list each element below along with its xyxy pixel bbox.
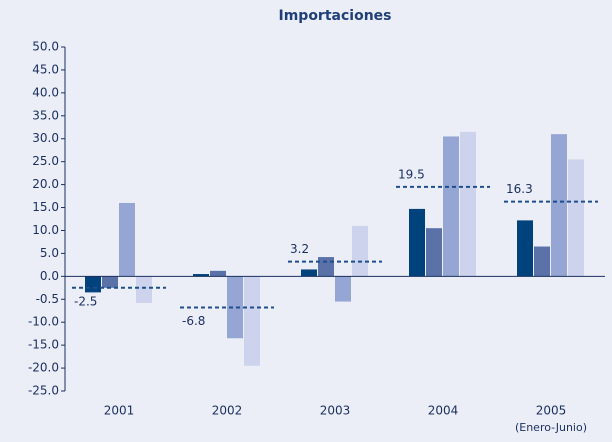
bar [318, 257, 334, 277]
bar [460, 131, 476, 277]
bar [193, 274, 209, 277]
average-label: -2.5 [74, 294, 97, 308]
bar [568, 159, 584, 277]
x-tick-label: 2004 [428, 404, 459, 418]
y-tick-label: -15.0 [28, 338, 59, 352]
average-label: 16.3 [506, 182, 533, 196]
bar [119, 202, 135, 277]
y-tick-label: -25.0 [28, 384, 59, 398]
x-tick-label: 2005 [536, 404, 567, 418]
y-tick-label: 35.0 [32, 108, 59, 122]
y-tick-label: -20.0 [28, 361, 59, 375]
bar [335, 276, 351, 302]
y-tick-label: 50.0 [32, 40, 59, 54]
average-label: -6.8 [182, 314, 205, 328]
bar [301, 269, 317, 277]
bar [534, 246, 550, 277]
y-tick-label: -10.0 [28, 315, 59, 329]
y-tick-label: 15.0 [32, 200, 59, 214]
x-tick-label: 2003 [320, 404, 351, 418]
y-tick-label: 0.0 [40, 269, 59, 283]
bar [352, 225, 368, 277]
y-tick-label: -0.5 [36, 292, 59, 306]
bar [210, 270, 226, 277]
bar [426, 228, 442, 277]
x-tick-label: 2002 [212, 404, 243, 418]
y-tick-label: 20.0 [32, 177, 59, 191]
bar [102, 276, 118, 288]
y-tick-label: 25.0 [32, 154, 59, 168]
average-label: 19.5 [398, 167, 425, 181]
y-tick-label: 45.0 [32, 62, 59, 76]
bar [409, 208, 425, 277]
bar [443, 136, 459, 277]
y-tick-label: 5.0 [40, 246, 59, 260]
bar [136, 276, 152, 303]
y-tick-label: 10.0 [32, 223, 59, 237]
x-tick-note: (Enero-Junio) [515, 421, 587, 434]
bar [85, 276, 101, 293]
bar [244, 276, 260, 366]
bar [227, 276, 243, 339]
bar [551, 134, 567, 277]
chart-title: Importaciones [279, 8, 392, 24]
bar [517, 220, 533, 277]
y-tick-label: 30.0 [32, 131, 59, 145]
average-label: 3.2 [290, 242, 309, 256]
x-tick-label: 2001 [104, 404, 135, 418]
y-tick-label: 40.0 [32, 85, 59, 99]
